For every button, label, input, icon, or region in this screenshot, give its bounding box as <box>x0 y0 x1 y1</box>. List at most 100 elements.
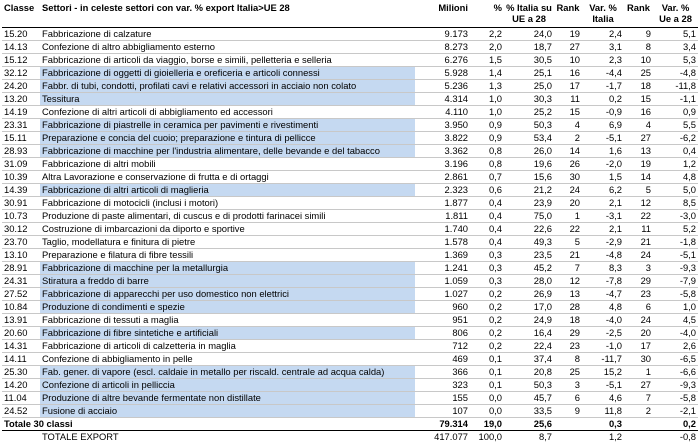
header-quota-line1: % Italia su <box>506 2 552 13</box>
header-var-ue: Var. % Ue a 28 <box>653 1 698 28</box>
cell-var-ue: -9,3 <box>653 378 698 392</box>
table-row: 32.12 Fabbricazione di oggetti di gioiell… <box>2 66 698 80</box>
cell-var-italia: -1,7 <box>582 79 624 93</box>
cell-rank-2: 12 <box>624 196 653 210</box>
cell-classe: 28.93 <box>2 144 40 158</box>
cell-classe: 25.30 <box>2 365 40 379</box>
cell-rank-2: 10 <box>624 53 653 67</box>
cell-settore: Stiratura a freddo di barre <box>40 274 415 288</box>
cell-rank: 27 <box>554 40 582 54</box>
export-rank-2 <box>624 429 653 443</box>
cell-milioni: 3.822 <box>415 131 470 145</box>
cell-settore: Produzione di condimenti e spezie <box>40 300 415 314</box>
cell-milioni: 712 <box>415 339 470 353</box>
export-var-italia: 1,2 <box>582 429 624 443</box>
cell-milioni: 6.276 <box>415 53 470 67</box>
cell-settore: Fusione di acciaio <box>40 404 415 418</box>
cell-var-ue: 5,5 <box>653 118 698 132</box>
table-row: 14.11 Confezione di abbigliamento in pell… <box>2 352 698 366</box>
cell-var-ue: -2,1 <box>653 404 698 418</box>
cell-classe: 14.20 <box>2 378 40 392</box>
cell-milioni: 3.950 <box>415 118 470 132</box>
total-label: Totale 30 classi <box>2 416 415 430</box>
cell-rank: 11 <box>554 92 582 106</box>
header-quota: % Italia su UE a 28 <box>504 1 554 28</box>
table-row: 25.30 Fab. gener. di vapore (escl. caldai… <box>2 365 698 379</box>
table-row: 15.12 Fabbricazione di articoli da viaggi… <box>2 53 698 67</box>
cell-settore: Fabbricazione di articoli da viaggio, bo… <box>40 53 415 67</box>
cell-settore: Fabbricazione di oggetti di gioielleria … <box>40 66 415 80</box>
cell-var-italia: 1,6 <box>582 144 624 158</box>
cell-var-italia: -7,8 <box>582 274 624 288</box>
cell-settore: Fabbricazione di articoli di calzetteria… <box>40 339 415 353</box>
cell-settore: Produzione di altre bevande fermentate n… <box>40 391 415 405</box>
cell-milioni: 3.196 <box>415 157 470 171</box>
header-var-ue-line2: Ue a 28 <box>659 13 692 24</box>
cell-percent: 0,3 <box>470 261 504 275</box>
cell-milioni: 155 <box>415 391 470 405</box>
cell-milioni: 4.314 <box>415 92 470 106</box>
cell-var-italia: -5,1 <box>582 131 624 145</box>
cell-quota: 37,4 <box>504 352 554 366</box>
cell-rank-2: 13 <box>624 144 653 158</box>
cell-settore: Fabbricazione di tessuti a maglia <box>40 313 415 327</box>
cell-var-ue: 5,0 <box>653 183 698 197</box>
cell-rank: 17 <box>554 79 582 93</box>
table-row: 20.60 Fabbricazione di fibre sintetiche e… <box>2 326 698 340</box>
cell-var-italia: -2,0 <box>582 157 624 171</box>
cell-var-ue: 8,5 <box>653 196 698 210</box>
header-settori: Settori - in celeste settori con var. % … <box>40 1 415 28</box>
cell-classe: 31.09 <box>2 157 40 171</box>
table-footer: Totale 30 classi 79.314 19,0 25,6 0,3 0,… <box>2 416 698 443</box>
cell-classe: 20.60 <box>2 326 40 340</box>
cell-settore: Fab. gener. di vapore (escl. caldaie in … <box>40 365 415 379</box>
cell-percent: 0,9 <box>470 118 504 132</box>
export-percent: 100,0 <box>470 429 504 443</box>
cell-percent: 2,2 <box>470 27 504 41</box>
cell-percent: 0,3 <box>470 274 504 288</box>
cell-milioni: 1.369 <box>415 248 470 262</box>
table-row: 15.20 Fabbricazione di calzature 9.173 2,2 2… <box>2 27 698 41</box>
cell-percent: 0,9 <box>470 131 504 145</box>
header-var-italia: Var. % Italia <box>582 1 624 28</box>
cell-var-ue: -1,8 <box>653 235 698 249</box>
table-row: 14.13 Confezione di altro abbigliamento e… <box>2 40 698 54</box>
cell-rank-2: 24 <box>624 313 653 327</box>
cell-quota: 24,0 <box>504 27 554 41</box>
cell-quota: 50,3 <box>504 378 554 392</box>
export-row: TOTALE EXPORT 417.077 100,0 8,7 1,2 -0,8 <box>2 429 698 443</box>
table-row: 28.91 Fabbricazione di macchine per la me… <box>2 261 698 275</box>
cell-settore: Fabbricazione di calzature <box>40 27 415 41</box>
table-row: 14.39 Fabbricazione di altri articoli di … <box>2 183 698 197</box>
cell-rank: 30 <box>554 170 582 184</box>
cell-rank: 23 <box>554 339 582 353</box>
cell-rank-2: 17 <box>624 339 653 353</box>
cell-var-ue: -7,9 <box>653 274 698 288</box>
cell-var-ue: 1,0 <box>653 300 698 314</box>
cell-percent: 0,4 <box>470 222 504 236</box>
cell-rank-2: 15 <box>624 92 653 106</box>
cell-settore: Produzione di paste alimentari, di cuscu… <box>40 209 415 223</box>
cell-var-italia: 2,1 <box>582 222 624 236</box>
cell-rank-2: 16 <box>624 105 653 119</box>
cell-classe: 15.12 <box>2 53 40 67</box>
header-milioni: Milioni <box>415 1 470 28</box>
cell-milioni: 5.928 <box>415 66 470 80</box>
cell-var-italia: -1,0 <box>582 339 624 353</box>
header-var-italia-line1: Var. % <box>589 2 617 13</box>
cell-var-italia: -2,9 <box>582 235 624 249</box>
cell-rank: 19 <box>554 27 582 41</box>
cell-quota: 20,8 <box>504 365 554 379</box>
cell-var-italia: 2,1 <box>582 196 624 210</box>
cell-var-italia: -11,7 <box>582 352 624 366</box>
cell-settore: Preparazione e concia del cuoio; prepara… <box>40 131 415 145</box>
cell-percent: 0,4 <box>470 196 504 210</box>
cell-var-italia: 2,3 <box>582 53 624 67</box>
cell-rank: 9 <box>554 404 582 418</box>
cell-percent: 0,2 <box>470 313 504 327</box>
table-row: 24.20 Fabbr. di tubi, condotti, profilati… <box>2 79 698 93</box>
cell-quota: 49,3 <box>504 235 554 249</box>
cell-rank: 22 <box>554 222 582 236</box>
cell-settore: Taglio, modellatura e finitura di pietre <box>40 235 415 249</box>
cell-rank: 6 <box>554 391 582 405</box>
